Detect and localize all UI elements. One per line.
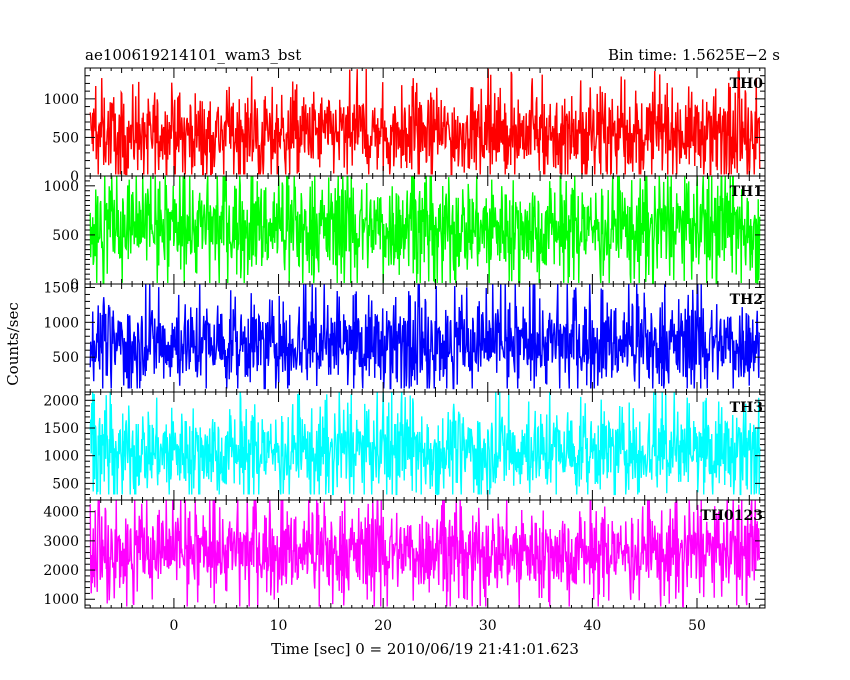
y-tick-label: 500 bbox=[52, 350, 79, 366]
y-tick-label: 0 bbox=[70, 277, 79, 293]
series-line-th3 bbox=[89, 392, 761, 496]
series-line-th2 bbox=[89, 284, 761, 390]
x-tick-label: 20 bbox=[374, 618, 392, 634]
series-line-th0 bbox=[89, 68, 761, 176]
x-tick-label: 40 bbox=[583, 618, 601, 634]
x-tick-label: 0 bbox=[169, 618, 178, 634]
x-axis-label: Time [sec] 0 = 2010/06/19 21:41:01.623 bbox=[271, 640, 579, 658]
y-tick-label: 1000 bbox=[43, 449, 79, 465]
y-tick-label: 2000 bbox=[43, 393, 79, 409]
x-tick-labels: 0 10 20 30 40 50 bbox=[169, 618, 705, 634]
y-tick-label: 1500 bbox=[43, 280, 79, 296]
panel-th2: 500 1000 1500 TH2 bbox=[43, 280, 766, 393]
panel-label: TH1 bbox=[730, 184, 763, 200]
chart-title: ae100619214101_wam3_bst bbox=[85, 46, 301, 64]
y-tick-label: 2000 bbox=[43, 563, 79, 579]
y-axis-label: Counts/sec bbox=[4, 302, 22, 386]
y-tick-label: 1000 bbox=[43, 592, 79, 608]
series-line-th0123 bbox=[89, 500, 761, 608]
panels: 0 500 1000 TH0 0 500 1000 TH1 500 1000 1500 TH2 500 1… bbox=[43, 67, 766, 609]
series-line-th1 bbox=[89, 176, 761, 284]
y-tick-label: 500 bbox=[52, 476, 79, 492]
y-tick-label: 1500 bbox=[43, 421, 79, 437]
x-tick-label: 30 bbox=[479, 618, 497, 634]
panel-th0: 0 500 1000 TH0 bbox=[43, 67, 766, 185]
x-tick-label: 50 bbox=[688, 618, 706, 634]
x-tick-label: 10 bbox=[270, 618, 288, 634]
panel-label: TH0 bbox=[730, 76, 764, 92]
panel-label: TH2 bbox=[730, 292, 763, 308]
panel-th1: 0 500 1000 TH1 bbox=[43, 175, 766, 293]
y-tick-label: 500 bbox=[52, 130, 79, 146]
y-tick-label: 4000 bbox=[43, 505, 79, 521]
panel-th3: 500 1000 1500 2000 TH3 bbox=[43, 391, 766, 501]
y-tick-label: 1000 bbox=[43, 179, 79, 195]
y-tick-label: 0 bbox=[70, 169, 79, 185]
panel-label: TH0123 bbox=[700, 508, 763, 524]
y-tick-label: 1000 bbox=[43, 92, 79, 108]
y-tick-label: 3000 bbox=[43, 534, 79, 550]
chart-subtitle: Bin time: 1.5625E−2 s bbox=[608, 46, 780, 64]
y-tick-label: 1000 bbox=[43, 315, 79, 331]
panel-label: TH3 bbox=[730, 400, 763, 416]
panel-th0123: 1000 2000 3000 4000 TH0123 bbox=[43, 499, 766, 609]
y-tick-label: 500 bbox=[52, 228, 79, 244]
